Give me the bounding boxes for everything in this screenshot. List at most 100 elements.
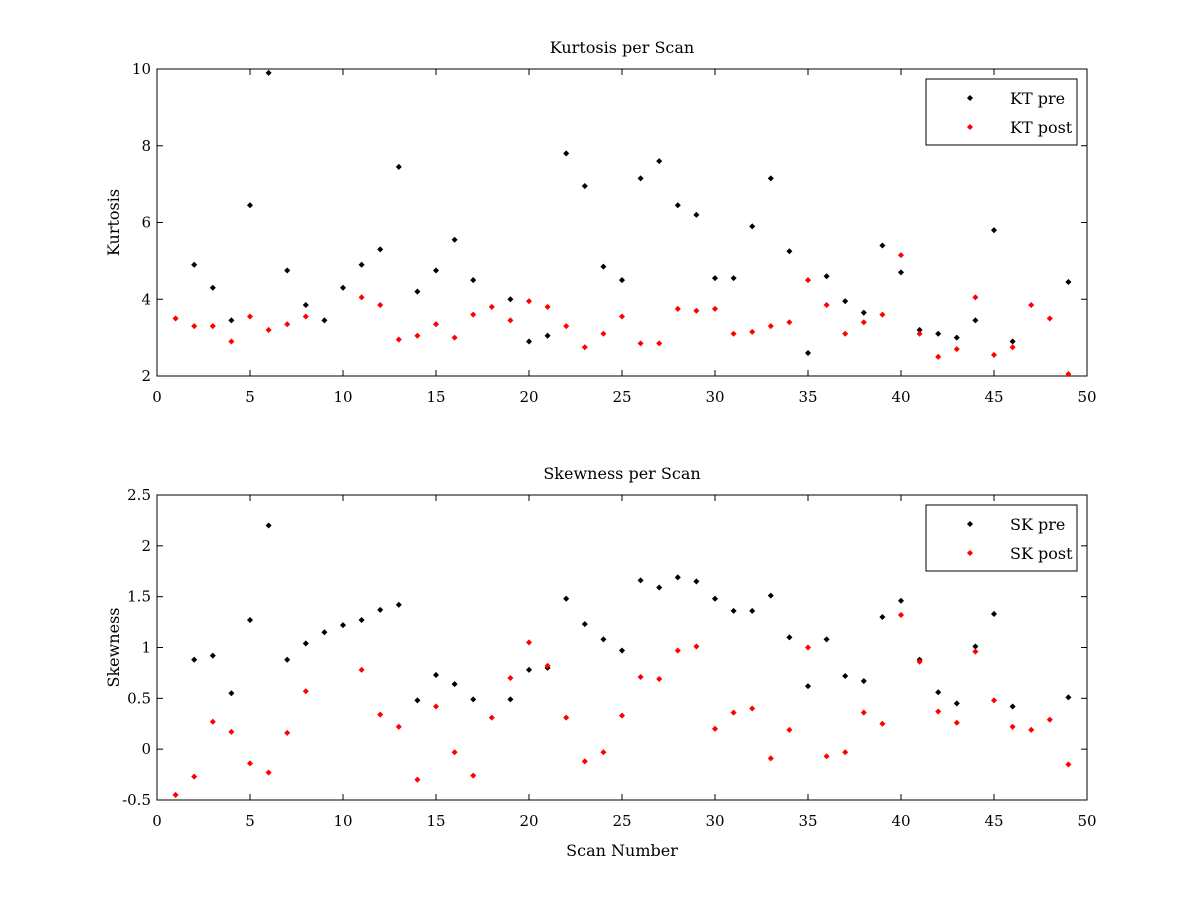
data-point bbox=[674, 574, 681, 581]
series-kt-pre bbox=[191, 69, 1072, 356]
data-point bbox=[358, 261, 365, 268]
y-axis-label: Skewness bbox=[104, 607, 123, 687]
data-point bbox=[228, 728, 235, 735]
data-point bbox=[191, 261, 198, 268]
data-point bbox=[767, 175, 774, 182]
data-point bbox=[656, 584, 663, 591]
data-point bbox=[377, 246, 384, 253]
data-point bbox=[470, 311, 477, 318]
data-point bbox=[395, 163, 402, 170]
data-point bbox=[879, 242, 886, 249]
data-point bbox=[451, 749, 458, 756]
data-point bbox=[860, 709, 867, 716]
legend-marker bbox=[966, 94, 974, 102]
data-point bbox=[972, 294, 979, 301]
data-point bbox=[767, 323, 774, 330]
data-point bbox=[860, 309, 867, 316]
data-point bbox=[879, 311, 886, 318]
data-point bbox=[972, 317, 979, 324]
chart-title: Skewness per Scan bbox=[543, 464, 700, 483]
data-point bbox=[786, 248, 793, 255]
data-point bbox=[1028, 726, 1035, 733]
data-point bbox=[488, 714, 495, 721]
data-point bbox=[228, 317, 235, 324]
data-point bbox=[172, 791, 179, 798]
chart-panel-2: 0 5 10 15 20 25 30 35 40 45 50-0.500.511.522.5Skew… bbox=[104, 464, 1097, 860]
data-point bbox=[507, 296, 514, 303]
chart-title: Kurtosis per Scan bbox=[550, 38, 694, 57]
x-tick-label: 5 bbox=[245, 812, 255, 830]
data-point bbox=[414, 776, 421, 783]
data-point bbox=[860, 678, 867, 685]
x-tick-label: 0 bbox=[152, 812, 162, 830]
data-point bbox=[525, 639, 533, 646]
x-axis-label: Scan Number bbox=[566, 841, 678, 860]
data-point bbox=[451, 236, 458, 243]
data-point bbox=[377, 711, 384, 718]
data-point bbox=[823, 301, 830, 309]
y-tick-label: 0 bbox=[141, 740, 151, 758]
data-point bbox=[228, 338, 235, 345]
legend: SK pre SK post bbox=[925, 504, 1078, 572]
data-point bbox=[284, 729, 291, 736]
data-point bbox=[786, 726, 793, 733]
data-point bbox=[897, 597, 905, 604]
data-point bbox=[711, 275, 719, 282]
legend-marker bbox=[966, 123, 974, 131]
data-point bbox=[563, 323, 570, 330]
y-tick-label: 0.5 bbox=[127, 689, 151, 707]
data-point bbox=[804, 349, 812, 356]
data-point bbox=[972, 648, 979, 655]
data-point bbox=[395, 723, 402, 730]
data-point bbox=[1009, 338, 1016, 345]
data-point bbox=[879, 613, 886, 621]
data-point bbox=[730, 275, 737, 282]
data-point bbox=[265, 326, 272, 333]
data-point bbox=[451, 334, 458, 341]
y-tick-label: 4 bbox=[141, 290, 151, 308]
data-point bbox=[823, 636, 830, 643]
data-point bbox=[656, 340, 663, 347]
x-tick-label: 35 bbox=[798, 388, 817, 406]
data-point bbox=[842, 672, 849, 679]
data-point bbox=[860, 319, 867, 326]
y-tick-label: 8 bbox=[141, 137, 151, 155]
data-point bbox=[1065, 371, 1072, 378]
data-point bbox=[656, 158, 663, 165]
legend-label: KT post bbox=[1010, 118, 1073, 137]
data-point bbox=[377, 301, 384, 309]
data-point bbox=[935, 708, 942, 715]
x-tick-label: 50 bbox=[1077, 812, 1096, 830]
data-point bbox=[507, 674, 514, 682]
data-point bbox=[637, 577, 644, 584]
x-tick-label: 15 bbox=[426, 812, 445, 830]
data-point bbox=[1065, 761, 1072, 768]
data-point bbox=[172, 315, 179, 322]
data-point bbox=[544, 662, 551, 669]
data-point bbox=[749, 223, 756, 230]
data-point bbox=[637, 175, 644, 182]
data-point bbox=[284, 656, 291, 663]
data-point bbox=[600, 263, 607, 270]
data-point bbox=[916, 330, 923, 337]
data-point bbox=[432, 703, 440, 710]
data-point bbox=[730, 709, 737, 716]
data-point bbox=[432, 267, 440, 274]
data-point bbox=[1046, 716, 1053, 723]
data-point bbox=[953, 334, 960, 341]
x-tick-label: 50 bbox=[1077, 388, 1096, 406]
chart-panel-1: 0 5 10 15 20 25 30 35 40 45 50 2 4 6 8 10 Kurtosis per S… bbox=[104, 38, 1097, 406]
x-tick-label: 20 bbox=[519, 388, 538, 406]
data-point bbox=[990, 227, 998, 234]
data-point bbox=[1046, 315, 1053, 322]
data-point bbox=[265, 69, 272, 76]
data-point bbox=[544, 303, 551, 310]
data-point bbox=[953, 719, 960, 726]
data-point bbox=[525, 338, 533, 345]
data-point bbox=[191, 656, 198, 663]
data-point bbox=[711, 725, 719, 732]
data-point bbox=[507, 317, 514, 324]
x-tick-label: 45 bbox=[984, 812, 1003, 830]
data-point bbox=[749, 607, 756, 614]
data-point bbox=[246, 202, 254, 209]
